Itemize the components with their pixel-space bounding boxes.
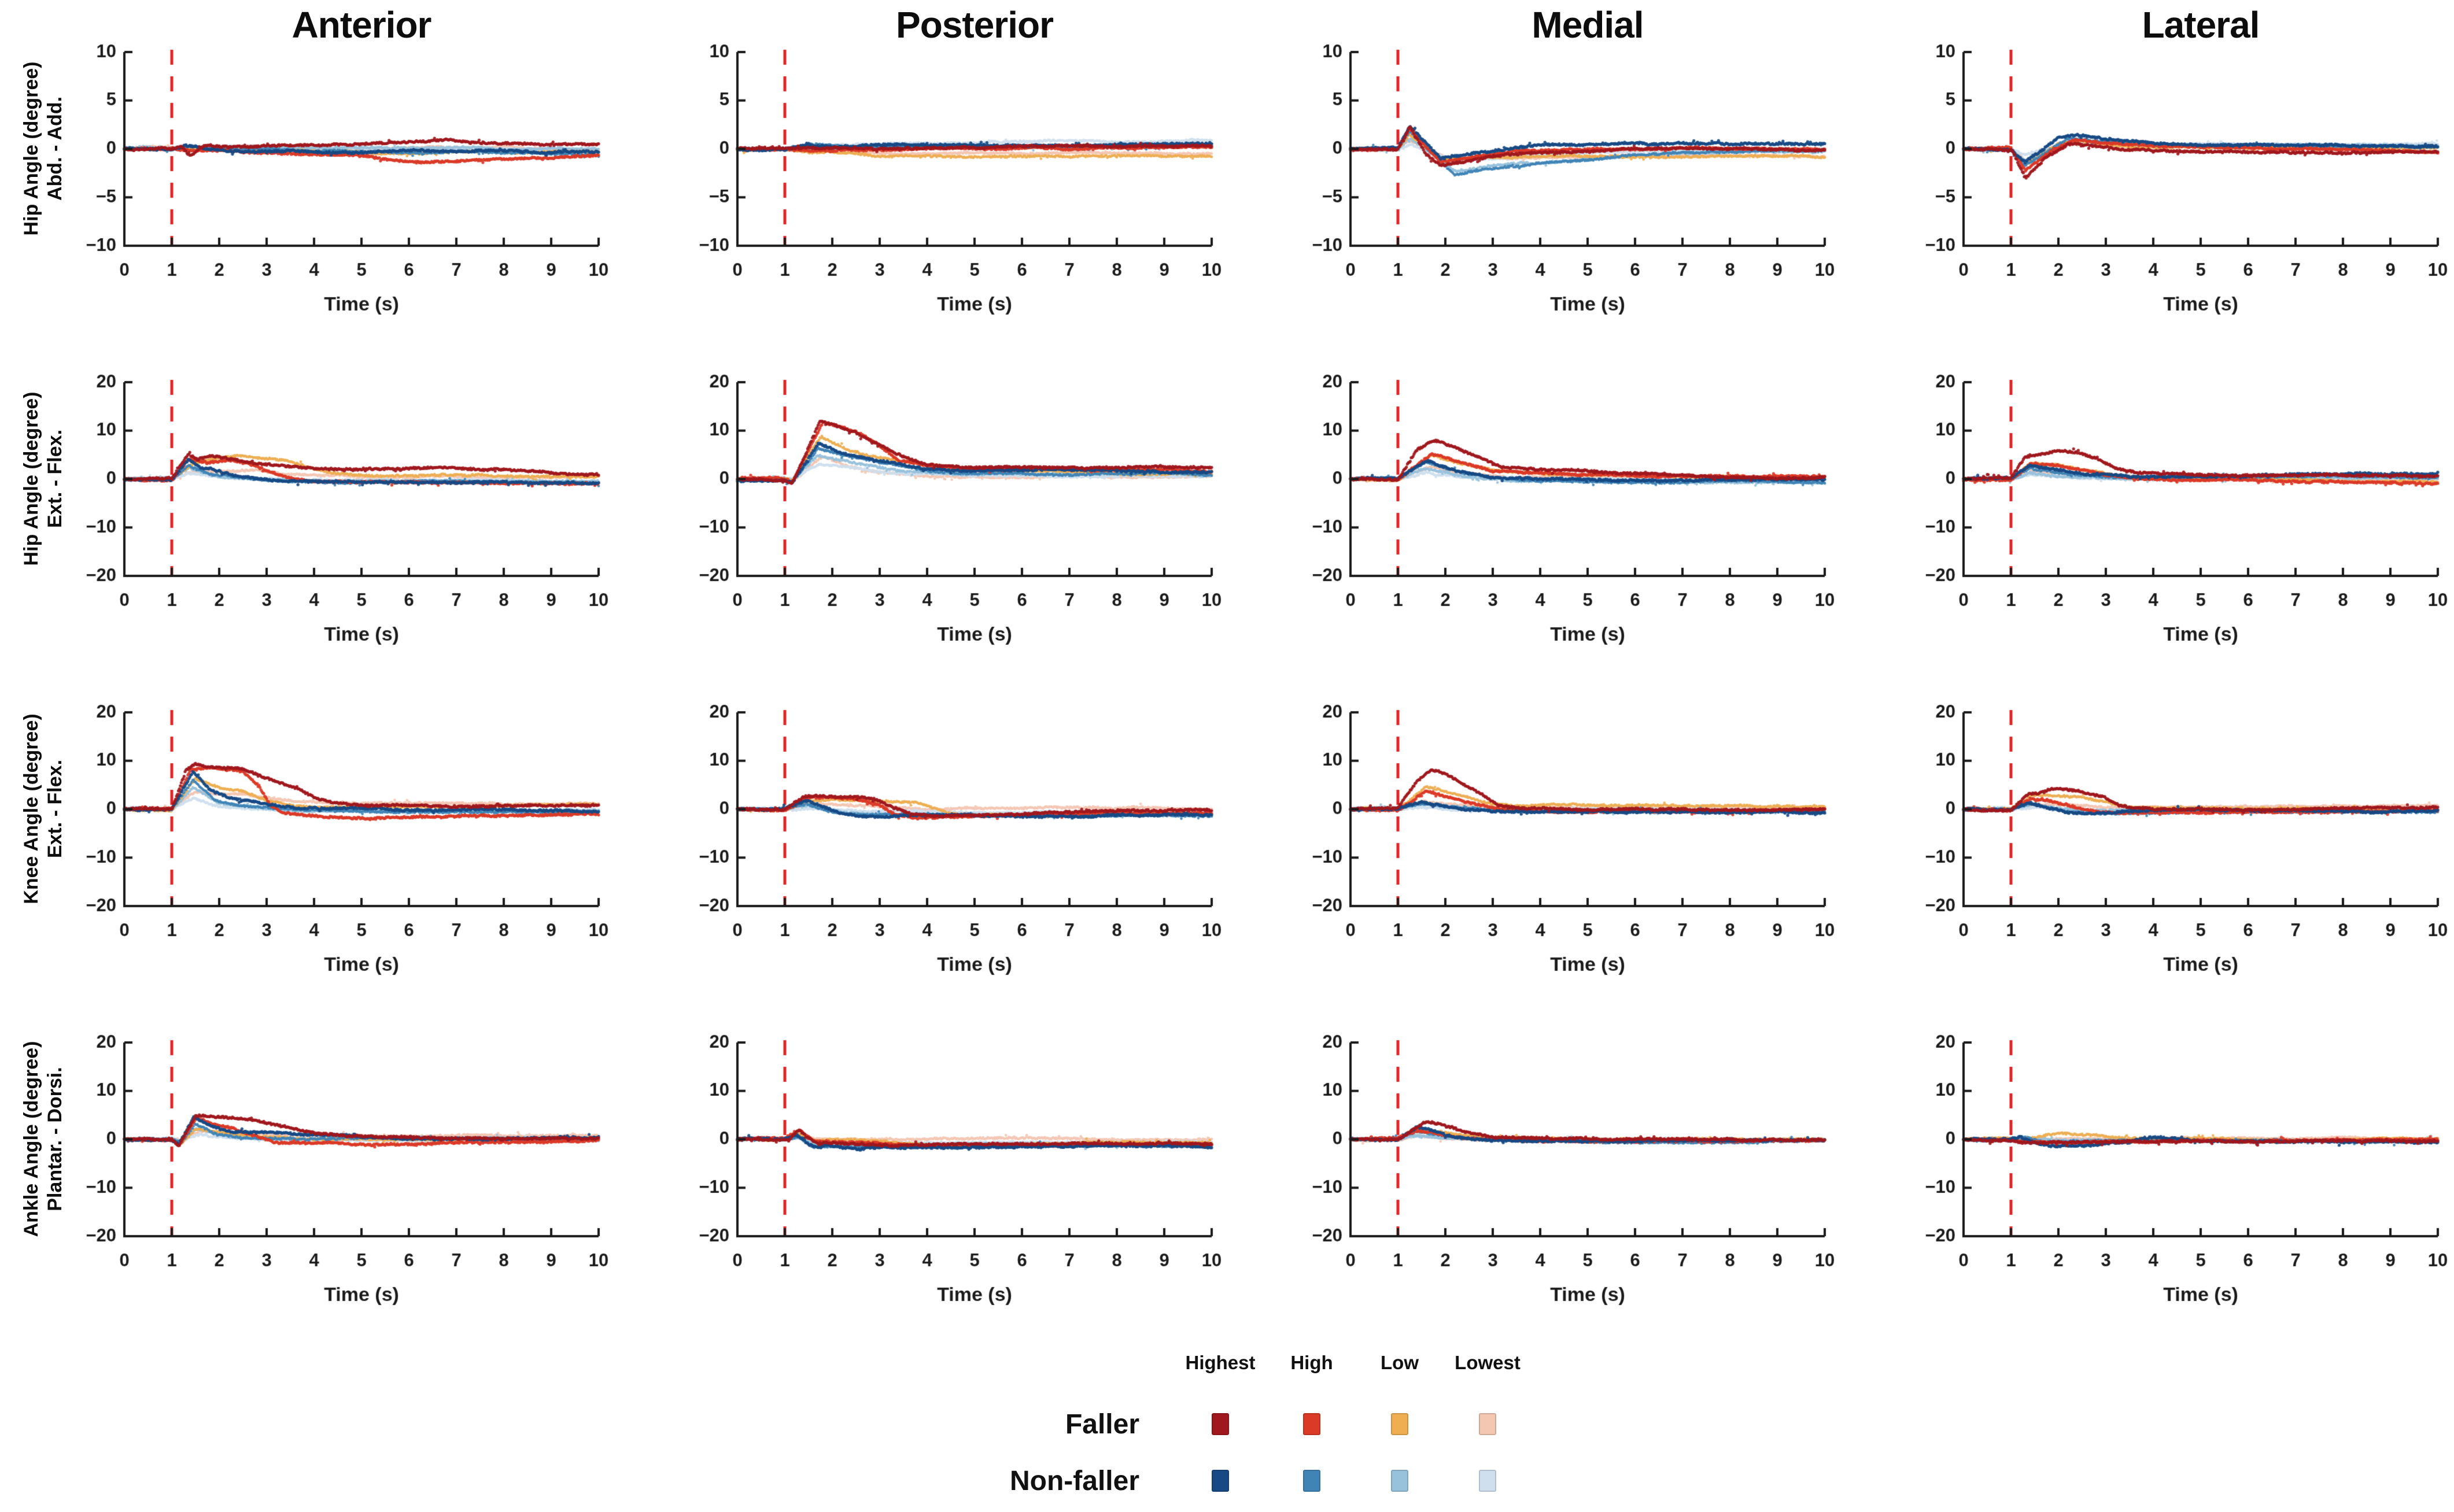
legend-swatch-non-faller-low	[1391, 1470, 1408, 1492]
subplot-hip-ext-flex-posterior	[613, 330, 1226, 660]
subplot-hip-abd-add-posterior	[613, 0, 1226, 330]
subplot-hip-abd-add-medial	[1226, 0, 1839, 330]
legend-swatch-non-faller-lowest	[1479, 1470, 1496, 1492]
column-title-lateral: Lateral	[2142, 4, 2260, 46]
subplot-hip-ext-flex-medial	[1226, 330, 1839, 660]
y-axis-label-line: Ext. - Flex.	[44, 759, 66, 859]
legend-swatch-non-faller-high	[1303, 1470, 1320, 1492]
subplot-grid	[0, 0, 2452, 1321]
y-axis-label-line: Abd. - Add.	[44, 96, 66, 201]
column-title-medial: Medial	[1532, 4, 1644, 46]
subplot-knee-ext-flex-anterior	[0, 660, 613, 990]
legend-swatch-faller-high	[1303, 1413, 1320, 1435]
y-axis-label-hip-abd-add: Hip Angle (degree) Abd. - Add.	[20, 62, 67, 236]
legend-swatch-faller-highest	[1212, 1413, 1229, 1435]
subplot-knee-ext-flex-posterior	[613, 660, 1226, 990]
subplot-ankle-plantar-dorsi-posterior	[613, 990, 1226, 1321]
y-axis-label-line: Hip Angle (degree)	[20, 61, 43, 236]
y-axis-label-line: Ext. - Flex.	[44, 429, 66, 528]
subplot-hip-ext-flex-anterior	[0, 330, 613, 660]
subplot-hip-ext-flex-lateral	[1839, 330, 2452, 660]
legend-header-highest: Highest	[1185, 1352, 1256, 1373]
legend-header-low: Low	[1381, 1352, 1419, 1373]
legend-swatch-non-faller-highest	[1212, 1470, 1229, 1492]
legend-header-lowest: Lowest	[1455, 1352, 1521, 1373]
legend-header-high: High	[1290, 1352, 1333, 1373]
subplot-hip-abd-add-lateral	[1839, 0, 2452, 330]
legend-swatch-faller-low	[1391, 1413, 1408, 1435]
y-axis-label-line: Knee Angle (degree)	[20, 714, 43, 904]
subplot-knee-ext-flex-lateral	[1839, 660, 2452, 990]
legend-swatch-faller-lowest	[1479, 1413, 1496, 1435]
subplot-ankle-plantar-dorsi-medial	[1226, 990, 1839, 1321]
y-axis-label-knee-ext-flex: Knee Angle (degree) Ext. - Flex.	[20, 714, 67, 904]
subplot-ankle-plantar-dorsi-anterior	[0, 990, 613, 1321]
legend-row-label-faller: Faller	[1065, 1409, 1139, 1440]
y-axis-label-line: Plantar. - Dorsi.	[44, 1067, 66, 1211]
legend-row-label-non-faller: Non-faller	[1009, 1466, 1139, 1496]
y-axis-label-line: Ankle Angle (degree)	[20, 1041, 43, 1237]
column-title-posterior: Posterior	[896, 4, 1054, 46]
column-title-anterior: Anterior	[291, 4, 432, 46]
subplot-hip-abd-add-anterior	[0, 0, 613, 330]
y-axis-label-line: Hip Angle (degree)	[20, 391, 43, 566]
subplot-knee-ext-flex-medial	[1226, 660, 1839, 990]
legend: Highest High Low Lowest Faller Non-falle…	[0, 1321, 2454, 1512]
y-axis-label-ankle-plantar-dorsi: Ankle Angle (degree) Plantar. - Dorsi.	[20, 1041, 67, 1237]
subplot-ankle-plantar-dorsi-lateral	[1839, 990, 2452, 1321]
y-axis-label-hip-ext-flex: Hip Angle (degree) Ext. - Flex.	[20, 392, 67, 566]
